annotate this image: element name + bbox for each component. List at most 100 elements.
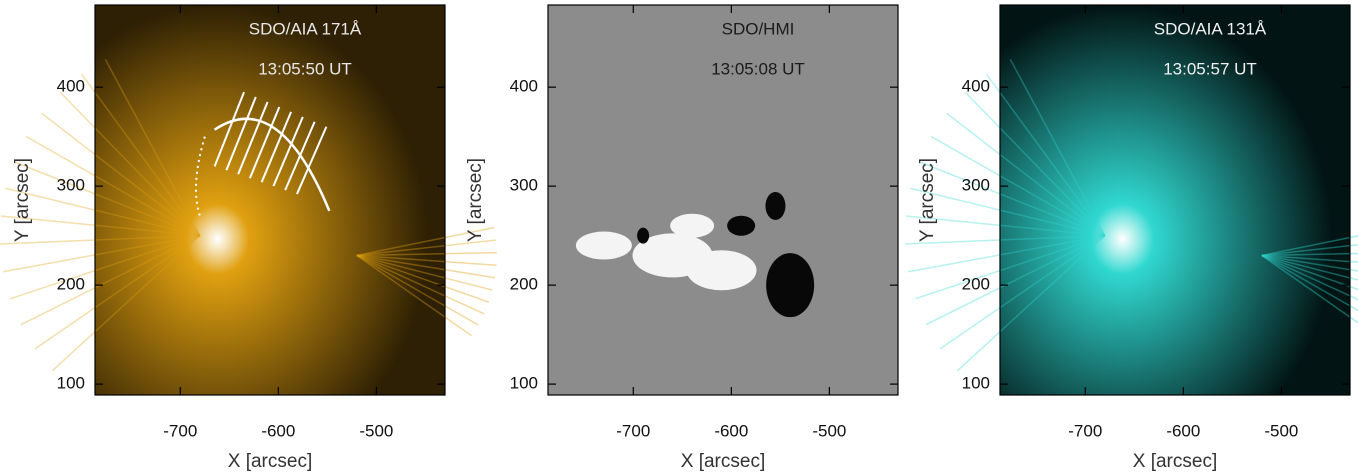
loop-strand — [81, 73, 201, 237]
negative-polarity — [765, 191, 786, 220]
loop-strand — [905, 234, 1105, 245]
loop-strand — [13, 161, 201, 237]
loop-strand — [356, 254, 490, 303]
x-tick-label: -600 — [1166, 421, 1200, 440]
plot-frame — [547, 4, 899, 396]
y-axis-label: Y [arcsec] — [917, 158, 938, 242]
slit — [284, 121, 316, 191]
loop-strand — [104, 59, 201, 236]
loop-strand — [34, 235, 201, 350]
loop-strand — [905, 215, 1105, 237]
x-tick-label: -700 — [1068, 421, 1102, 440]
y-axis-label: Y [arcsec] — [465, 158, 486, 242]
slit — [260, 111, 293, 183]
loop-strand — [986, 73, 1106, 237]
plot-frame — [999, 4, 1351, 396]
positive-polarity — [686, 250, 757, 291]
x-tick-label: -500 — [1264, 421, 1298, 440]
x-tick-label: -700 — [163, 421, 197, 440]
y-tick-label: 400 — [57, 77, 85, 96]
panel-title: SDO/AIA 171Å — [249, 19, 362, 38]
y-tick-label: 200 — [962, 275, 990, 294]
x-tick-label: -600 — [714, 421, 748, 440]
loop-strand — [910, 187, 1106, 237]
loop-strand — [1261, 254, 1358, 272]
slit — [272, 116, 304, 187]
loop-strand — [356, 251, 497, 257]
y-tick-label: 200 — [510, 275, 538, 294]
loop-strand — [1261, 254, 1358, 301]
loop-trace — [194, 136, 206, 217]
loop-strand — [1261, 254, 1358, 291]
slit — [213, 91, 245, 167]
y-tick-label: 300 — [510, 176, 538, 195]
loop-strand — [59, 91, 201, 237]
x-tick-label: -500 — [812, 421, 846, 440]
loop-strand — [908, 234, 1106, 273]
negative-polarity — [637, 227, 650, 244]
x-tick-label: -600 — [261, 421, 295, 440]
x-tick-label: -500 — [359, 421, 393, 440]
image-panel — [548, 5, 898, 395]
loop-strand — [918, 161, 1106, 237]
negative-polarity — [727, 215, 756, 236]
loop-strand — [1261, 254, 1358, 312]
loop-strand — [1261, 254, 1358, 263]
loop-strand — [939, 235, 1106, 350]
slit — [237, 101, 269, 175]
x-axis-label: X [arcsec] — [228, 451, 312, 472]
image-panel — [1000, 5, 1350, 395]
y-tick-label: 300 — [57, 176, 85, 195]
panel-time: 13:05:08 UT — [711, 59, 805, 78]
loop-strand — [356, 254, 497, 266]
y-axis-label: Y [arcsec] — [12, 158, 33, 242]
loop-strand — [356, 226, 495, 257]
panel-time: 13:05:50 UT — [258, 59, 352, 78]
plot-frame — [94, 4, 446, 396]
loop-strand — [1261, 244, 1358, 257]
panel-time: 13:05:57 UT — [1163, 59, 1257, 78]
loop-strand — [925, 234, 1106, 326]
loop-strand — [1009, 59, 1106, 236]
loop-strand — [1261, 252, 1358, 257]
positive-polarity — [670, 213, 715, 238]
loop-strand — [930, 135, 1106, 237]
loop-strand — [356, 254, 485, 315]
loop-strand — [25, 135, 201, 237]
y-tick-label: 100 — [510, 374, 538, 393]
y-tick-label: 100 — [57, 374, 85, 393]
y-tick-label: 400 — [510, 77, 538, 96]
image-panel — [95, 5, 445, 395]
loop-strand — [914, 234, 1106, 300]
slit — [296, 126, 328, 195]
negative-polarity — [766, 253, 815, 318]
loop-strand — [964, 91, 1106, 237]
y-tick-label: 100 — [962, 374, 990, 393]
loop-strand — [1261, 254, 1358, 324]
loop-strand — [356, 254, 479, 326]
loop-strand — [5, 187, 201, 237]
panel-title: SDO/HMI — [722, 19, 795, 38]
positive-polarity — [575, 231, 632, 260]
loop-strand — [1261, 254, 1358, 281]
loop-strand — [1261, 235, 1358, 257]
x-axis-label: X [arcsec] — [1133, 451, 1217, 472]
y-tick-label: 300 — [962, 176, 990, 195]
loop-trace — [213, 117, 331, 212]
loop-strand — [356, 254, 493, 291]
loop-strand — [41, 112, 201, 237]
panel-title: SDO/AIA 131Å — [1154, 19, 1267, 38]
loop-strand — [956, 235, 1106, 372]
loop-strand — [0, 234, 200, 245]
loop-strand — [0, 215, 200, 237]
x-tick-label: -700 — [616, 421, 650, 440]
y-tick-label: 200 — [57, 275, 85, 294]
x-axis-label: X [arcsec] — [681, 451, 765, 472]
slit — [248, 106, 281, 179]
slit — [225, 96, 257, 171]
loop-strand — [3, 234, 201, 273]
loop-strand — [356, 254, 496, 279]
loop-strand — [51, 235, 201, 372]
loop-strand — [946, 112, 1106, 237]
